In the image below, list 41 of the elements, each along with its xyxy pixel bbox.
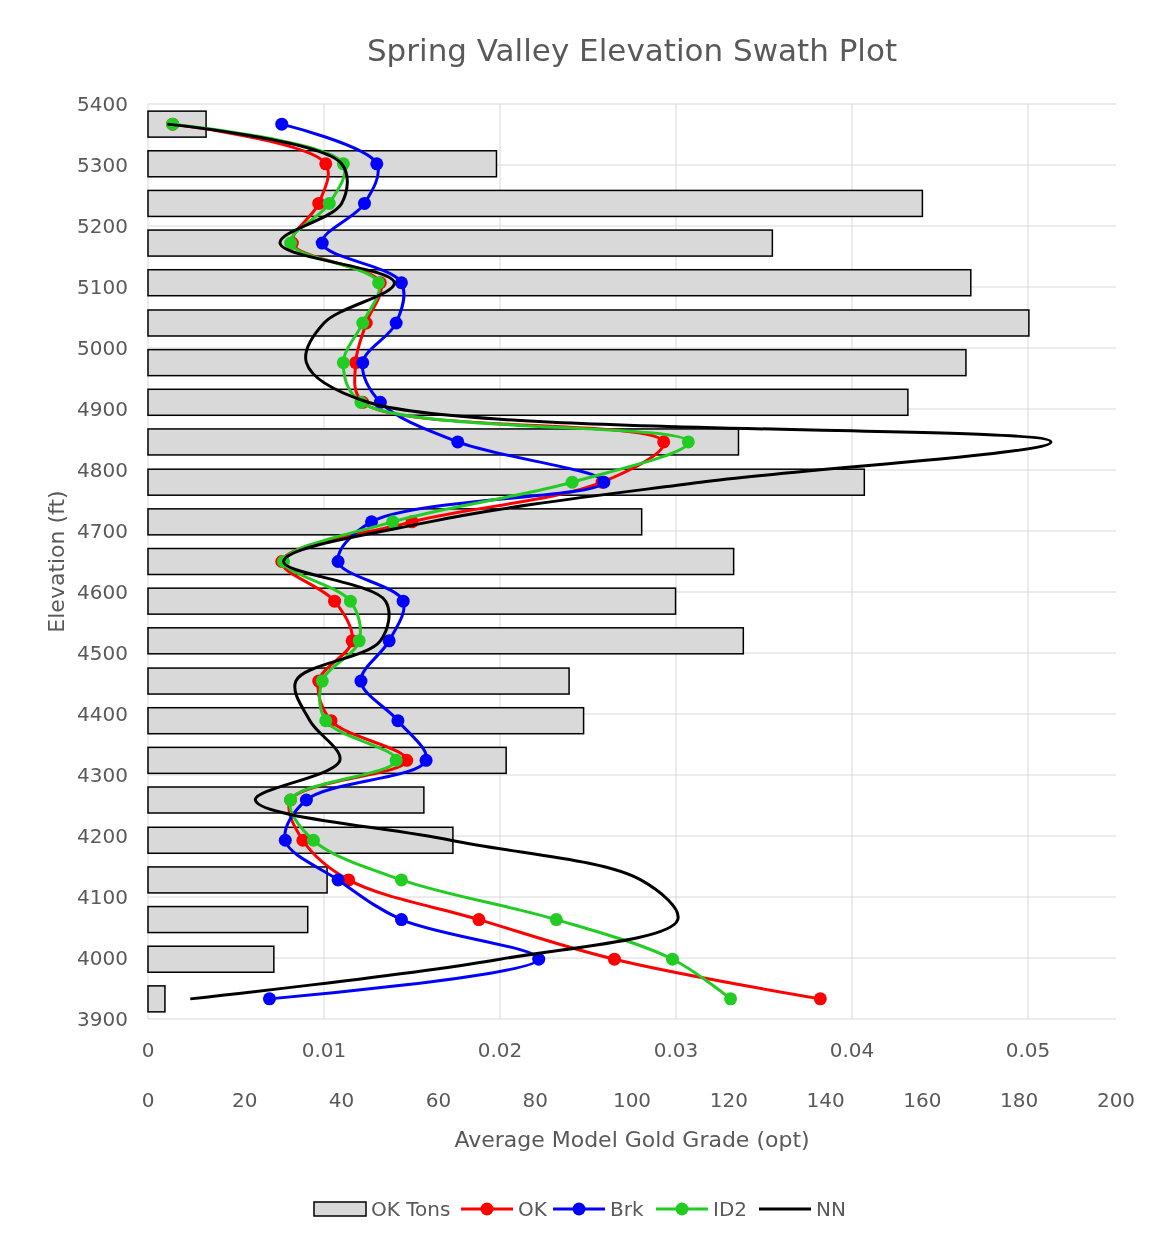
y-tick-label: 4000 [77,946,128,970]
x-tick-label: 0.04 [829,1038,875,1062]
x2-tick-label: 40 [328,1088,355,1112]
x2-tick-label: 100 [612,1088,652,1112]
x-tick-label: 0.05 [1005,1038,1051,1062]
y-tick-label: 4900 [77,397,128,421]
legend-label: NN [816,1197,846,1221]
y-tick-label: 5200 [77,214,128,238]
legend-label: Brk [610,1197,644,1221]
y-tick-label: 4100 [77,885,128,909]
x2-tick-label: 0 [141,1088,155,1112]
y-tick-label: 4300 [77,763,128,787]
legend-label: OK Tons [371,1197,451,1221]
y-tick-label: 3900 [77,1007,128,1031]
legend-label: ID2 [713,1197,748,1221]
x2-tick-label: 80 [522,1088,548,1112]
y-tick-label: 5100 [77,275,128,299]
y-tick-label: 4600 [77,580,128,604]
x2-tick-label: 180 [1000,1088,1039,1112]
x-axis-title: Average Model Gold Grade (opt) [454,1126,810,1152]
x2-tick-label: 20 [232,1088,258,1112]
y-tick-label: 5300 [77,153,128,177]
y-tick-label: 5000 [77,336,128,360]
legend-label: OK [518,1197,548,1221]
x-tick-label: 0.01 [301,1038,347,1062]
y-tick-label: 4200 [77,824,128,848]
x2-tick-label: 60 [425,1088,452,1112]
x-tick-label: 0.02 [477,1038,523,1062]
y-tick-label: 4500 [77,641,128,665]
y-tick-label: 5400 [77,92,128,116]
x-tick-label: 0 [141,1038,155,1062]
x2-tick-label: 160 [903,1088,942,1112]
x2-tick-label: 120 [709,1088,748,1112]
y-axis-title: Elevation (ft) [43,490,69,633]
x2-tick-label: 200 [1096,1088,1136,1112]
chart-title: Spring Valley Elevation Swath Plot [366,32,898,68]
y-tick-label: 4800 [77,458,128,482]
x-tick-label: 0.03 [653,1038,699,1062]
x2-tick-label: 140 [806,1088,845,1112]
y-tick-label: 4700 [77,519,128,543]
y-tick-label: 4400 [77,702,128,726]
